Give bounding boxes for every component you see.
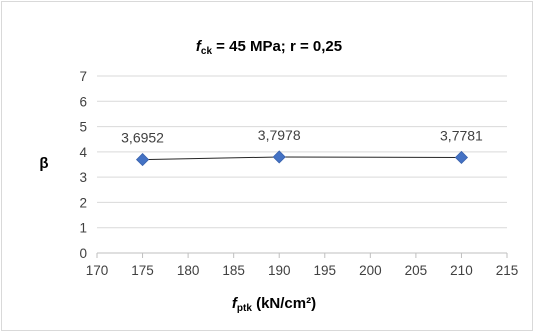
data-label: 3,6952: [121, 130, 164, 146]
x-tick-label: 185: [222, 263, 245, 278]
title-rest: = 45 MPa; r = 0,25: [212, 38, 342, 55]
x-tick-label: 195: [314, 263, 337, 278]
series-1: [135, 150, 469, 167]
y-tick-label: 5: [79, 120, 87, 135]
chart-title: fck = 45 MPa; r = 0,25: [196, 38, 342, 57]
y-tick-labels: 0 1 2 3 4 5 6 7: [79, 69, 87, 261]
x-tick-labels: 170 175 180 185 190 195 200 205 210 215: [86, 263, 519, 278]
axes: [96, 252, 508, 258]
y-tick-label: 0: [79, 246, 87, 261]
xlabel-variable: f: [232, 295, 239, 312]
x-tick-label: 210: [450, 263, 473, 278]
y-axis-label: β: [39, 155, 48, 172]
x-tick-label: 215: [496, 263, 519, 278]
data-point: [454, 150, 469, 165]
grid: [97, 75, 507, 229]
y-tick-label: 2: [79, 195, 87, 210]
x-tick-label: 170: [86, 263, 109, 278]
data-point: [272, 150, 286, 164]
xlabel-subscript: ptk: [237, 303, 252, 314]
data-point: [135, 152, 150, 167]
x-tick-label: 205: [405, 263, 428, 278]
xlabel-rest: (kN/cm²): [252, 295, 316, 312]
data-labels: 3,6952 3,7978 3,7781: [121, 127, 483, 146]
title-variable: f: [196, 38, 203, 55]
x-tick-label: 180: [177, 263, 200, 278]
y-tick-label: 6: [79, 94, 87, 109]
data-label: 3,7978: [258, 127, 301, 143]
y-tick-label: 3: [79, 170, 87, 185]
x-tick-label: 175: [131, 263, 154, 278]
y-tick-label: 7: [79, 69, 87, 84]
series-line: [142, 156, 462, 161]
x-tick-label: 200: [359, 263, 382, 278]
y-tick-label: 4: [79, 145, 87, 160]
title-subscript: ck: [201, 46, 213, 57]
data-label: 3,7781: [440, 127, 483, 143]
x-tick-label: 190: [268, 263, 291, 278]
x-axis-label: fptk (kN/cm²): [232, 295, 316, 314]
y-tick-label: 1: [79, 221, 87, 236]
